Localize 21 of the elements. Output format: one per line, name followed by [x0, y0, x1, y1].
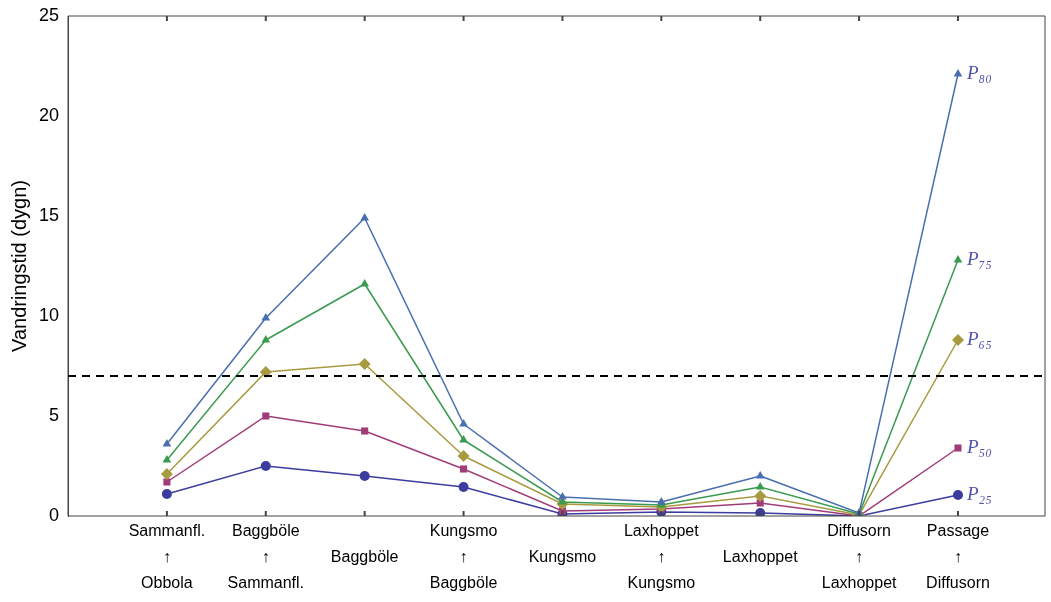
y-tick-label: 15: [38, 204, 60, 225]
series-label: P₇₅: [965, 248, 992, 269]
x-tick-label: Laxhoppet: [722, 548, 799, 566]
series-label: P₂₅: [965, 483, 992, 504]
x-tick-label: Baggböle: [330, 548, 399, 566]
series-label: P₆₅: [965, 328, 992, 349]
x-tick-label: Kungsmo: [528, 548, 597, 566]
x-tick-label: Passage ↑ Diffusorn: [926, 522, 990, 592]
y-axis-title: Vandringstid (dygn): [7, 180, 30, 352]
x-tick-label: Baggböle ↑ Sammanfl.: [227, 522, 305, 592]
y-tick-label: 5: [49, 404, 60, 425]
x-tick-label: Sammanfl. ↑ Obbola: [128, 522, 206, 592]
series-label: P₅₀: [965, 436, 992, 457]
y-tick-label: 20: [38, 104, 60, 125]
x-tick-label: Diffusorn ↑ Laxhoppet: [821, 522, 898, 592]
y-tick-label: 10: [38, 304, 60, 325]
y-tick-label: 0: [49, 504, 60, 525]
x-tick-label: Laxhoppet ↑ Kungsmo: [623, 522, 700, 592]
series-label: P₈₀: [965, 62, 992, 83]
x-tick-label: Kungsmo ↑ Baggböle: [429, 522, 498, 592]
y-tick-label: 25: [38, 4, 60, 25]
